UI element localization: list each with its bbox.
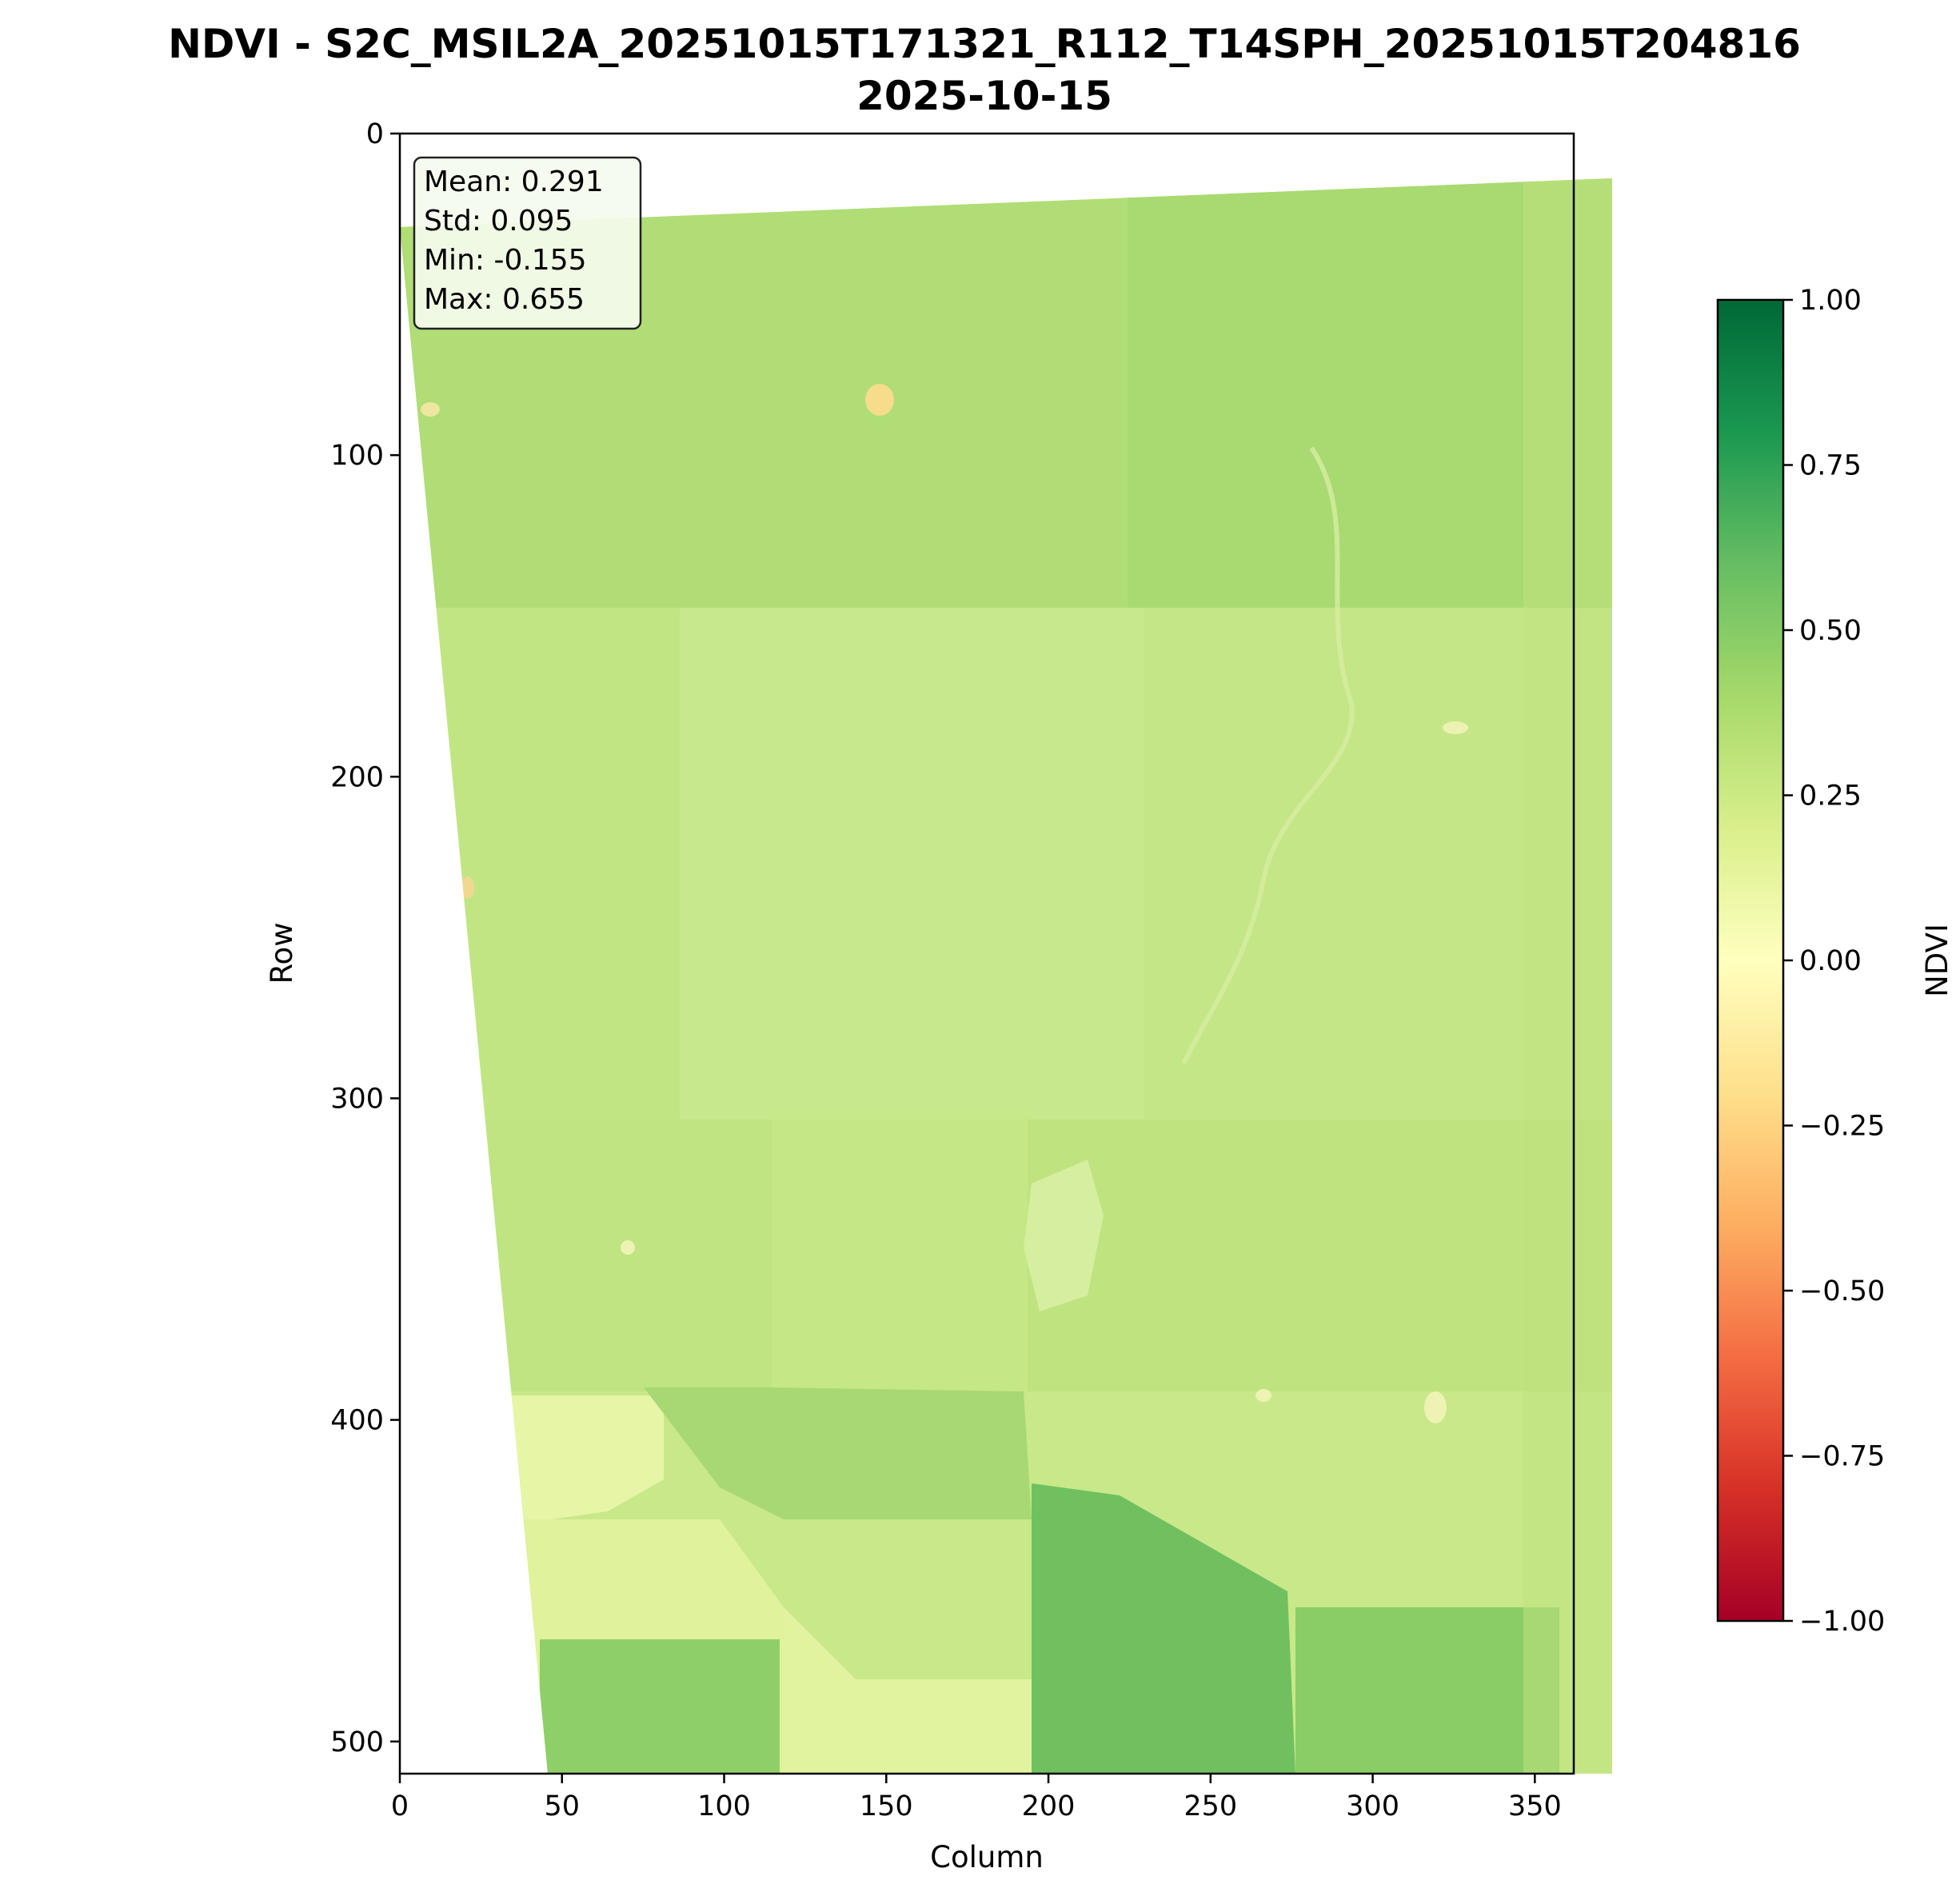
y-tick-label: 400 bbox=[330, 1405, 384, 1437]
bare-spot-1 bbox=[865, 384, 894, 416]
x-tick-label: 200 bbox=[1022, 1790, 1076, 1822]
region-middle-west bbox=[396, 608, 680, 1120]
stats-max: Max: 0.655 bbox=[424, 283, 585, 316]
colorbar-label: NDVI bbox=[1920, 924, 1954, 997]
chart-subtitle: 2025-10-15 bbox=[856, 73, 1112, 119]
region-edge-strip-east bbox=[1523, 160, 1615, 1779]
colorbar-tick-label: 0.00 bbox=[1799, 945, 1862, 977]
ndvi-heatmap bbox=[396, 160, 1615, 1779]
colorbar-tick-label: −0.50 bbox=[1799, 1275, 1885, 1307]
x-tick-label: 350 bbox=[1508, 1790, 1562, 1822]
x-tick-label: 150 bbox=[860, 1790, 913, 1822]
x-tick-label: 100 bbox=[697, 1790, 751, 1822]
colorbar-tick-label: 0.50 bbox=[1799, 615, 1862, 647]
stats-mean: Mean: 0.291 bbox=[424, 166, 604, 198]
colorbar-tick-label: −1.00 bbox=[1799, 1606, 1885, 1638]
x-axis-label: Column bbox=[930, 1840, 1044, 1874]
bare-spot-6 bbox=[621, 1240, 635, 1255]
region-lower-center bbox=[772, 1120, 1028, 1391]
colorbar: 1.00 0.75 0.50 0.25 0.00 −0.25 −0.50 −0.75 −1.00… bbox=[1718, 285, 1954, 1638]
bare-spot-7 bbox=[1255, 1389, 1271, 1402]
colorbar-tick-label: 0.25 bbox=[1799, 780, 1862, 812]
region-middle-center bbox=[680, 608, 1144, 1120]
x-tick-label: 0 bbox=[391, 1790, 409, 1822]
region-crop-east bbox=[1295, 1607, 1559, 1775]
bare-spot-2 bbox=[421, 402, 440, 417]
bare-spot-3 bbox=[1443, 721, 1468, 734]
x-tick-label: 300 bbox=[1346, 1790, 1399, 1822]
colorbar-ticks: 1.00 0.75 0.50 0.25 0.00 −0.25 −0.50 −0.75 −1.00 bbox=[1783, 285, 1885, 1638]
stats-min: Min: -0.155 bbox=[424, 244, 587, 277]
x-tick-label: 50 bbox=[544, 1790, 580, 1822]
colorbar-tick-label: 1.00 bbox=[1799, 285, 1862, 317]
colorbar-tick-label: −0.25 bbox=[1799, 1111, 1885, 1143]
region-crop-southwest bbox=[540, 1639, 780, 1775]
y-tick-label: 200 bbox=[330, 761, 384, 793]
region-lower-west bbox=[396, 1120, 772, 1391]
colorbar-gradient bbox=[1718, 300, 1783, 1621]
y-axis-ticks: 0 100 200 300 400 500 bbox=[330, 118, 400, 1758]
y-tick-label: 100 bbox=[330, 440, 384, 472]
colorbar-tick-label: 0.75 bbox=[1799, 450, 1862, 482]
bare-spot-4 bbox=[461, 876, 474, 899]
y-tick-label: 0 bbox=[366, 118, 384, 150]
chart-title: NDVI - S2C_MSIL2A_20251015T171321_R112_T… bbox=[168, 21, 1801, 67]
bare-spot-5 bbox=[1424, 1391, 1447, 1423]
y-tick-label: 300 bbox=[330, 1083, 384, 1115]
y-tick-label: 500 bbox=[330, 1726, 384, 1758]
x-axis-ticks: 0 50 100 150 200 250 300 350 bbox=[391, 1774, 1562, 1822]
stats-box: Mean: 0.291 Std: 0.095 Min: -0.155 Max: … bbox=[414, 158, 641, 329]
y-axis-label: Row bbox=[265, 923, 299, 984]
stats-std: Std: 0.095 bbox=[424, 205, 573, 237]
colorbar-tick-label: −0.75 bbox=[1799, 1441, 1885, 1473]
x-tick-label: 250 bbox=[1184, 1790, 1237, 1822]
